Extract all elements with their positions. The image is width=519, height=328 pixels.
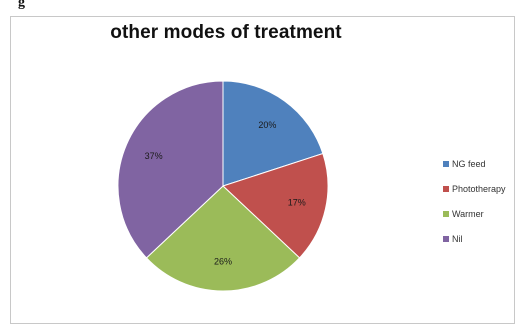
legend-swatch-phototherapy [443, 185, 449, 192]
legend-item-nil: Nil [443, 226, 515, 251]
legend-label-ng-feed: NG feed [452, 158, 486, 169]
chart-area: other modes of treatment 20% 17% 26% 37% NG… [10, 16, 515, 324]
legend-label-warmer: Warmer [452, 208, 484, 219]
legend-label-phototherapy: Phototherapy [452, 183, 506, 194]
data-label-nil: 37% [145, 151, 163, 161]
legend-swatch-nil [443, 235, 449, 242]
legend-item-warmer: Warmer [443, 201, 515, 226]
pie-slice-warmer [145, 185, 301, 292]
legend-swatch-warmer [443, 210, 449, 217]
data-label-phototherapy: 17% [288, 198, 306, 208]
chart-legend: NG feed Phototherapy Warmer Nil [443, 151, 515, 251]
cropped-heading: g [0, 0, 519, 16]
data-label-warmer: 26% [214, 257, 232, 267]
legend-item-phototherapy: Phototherapy [443, 176, 515, 201]
cropped-heading-text: g [18, 0, 25, 10]
legend-label-nil: Nil [452, 233, 463, 244]
pie-slice-ng-feed [222, 80, 324, 187]
legend-swatch-ng-feed [443, 160, 449, 167]
chart-title: other modes of treatment [110, 22, 342, 43]
pie-chart: 20% 17% 26% 37% [117, 80, 329, 292]
pie-slice-nil [117, 80, 224, 259]
data-label-ng-feed: 20% [258, 120, 276, 130]
legend-item-ng-feed: NG feed [443, 151, 515, 176]
pie-slice-phototherapy [222, 152, 329, 259]
